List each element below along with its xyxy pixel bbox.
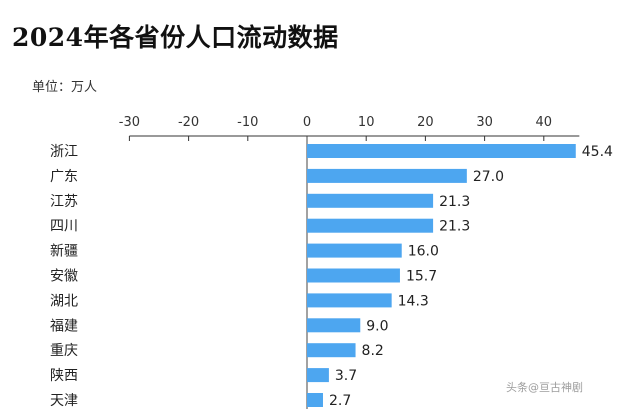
x-axis: -30 -20 -10 0 10 20 30 40	[119, 115, 580, 409]
value-label: 27.0	[473, 169, 504, 185]
bar	[307, 268, 400, 283]
value-label: 16.0	[408, 244, 439, 260]
bar	[307, 393, 323, 407]
bars	[307, 144, 576, 407]
x-tick-label: -20	[178, 115, 199, 130]
value-label: 45.4	[582, 144, 613, 160]
category-label: 江苏	[50, 194, 78, 210]
value-label: 9.0	[366, 318, 388, 334]
category-label: 陕西	[50, 368, 78, 384]
bar	[307, 318, 361, 333]
category-label: 天津	[50, 393, 78, 409]
x-tick-label: 40	[536, 115, 553, 130]
value-label: 21.3	[439, 194, 470, 210]
unit-label: 单位：万人	[32, 80, 98, 95]
category-label: 福建	[50, 318, 78, 334]
x-tick-label: 10	[358, 115, 375, 130]
chart-title: 2024年各省份人口流动数据	[12, 23, 339, 52]
category-label: 湖北	[50, 293, 78, 309]
value-label: 15.7	[406, 269, 437, 285]
x-tick-label: 20	[417, 115, 434, 130]
value-labels: 45.427.021.321.316.015.714.39.08.23.72.7	[329, 144, 613, 409]
bar	[307, 193, 434, 208]
x-tick-label: 0	[303, 115, 311, 130]
bar	[307, 368, 329, 383]
x-tick-label: -30	[119, 115, 140, 130]
category-label: 浙江	[50, 144, 78, 160]
category-label: 广东	[50, 169, 78, 185]
bar	[307, 243, 402, 258]
bar	[307, 168, 467, 183]
bar	[307, 343, 356, 358]
bar	[307, 218, 434, 233]
value-label: 8.2	[362, 343, 384, 359]
x-tick-label: -10	[237, 115, 258, 130]
category-label: 四川	[50, 219, 78, 235]
bar	[307, 144, 576, 158]
value-label: 3.7	[335, 368, 357, 384]
category-label: 新疆	[50, 244, 78, 260]
value-label: 2.7	[329, 393, 351, 409]
value-label: 14.3	[398, 293, 429, 309]
category-label: 重庆	[50, 343, 78, 359]
category-label: 安徽	[50, 269, 78, 285]
value-label: 21.3	[439, 219, 470, 235]
x-tick-label: 30	[476, 115, 493, 130]
bar	[307, 293, 392, 308]
